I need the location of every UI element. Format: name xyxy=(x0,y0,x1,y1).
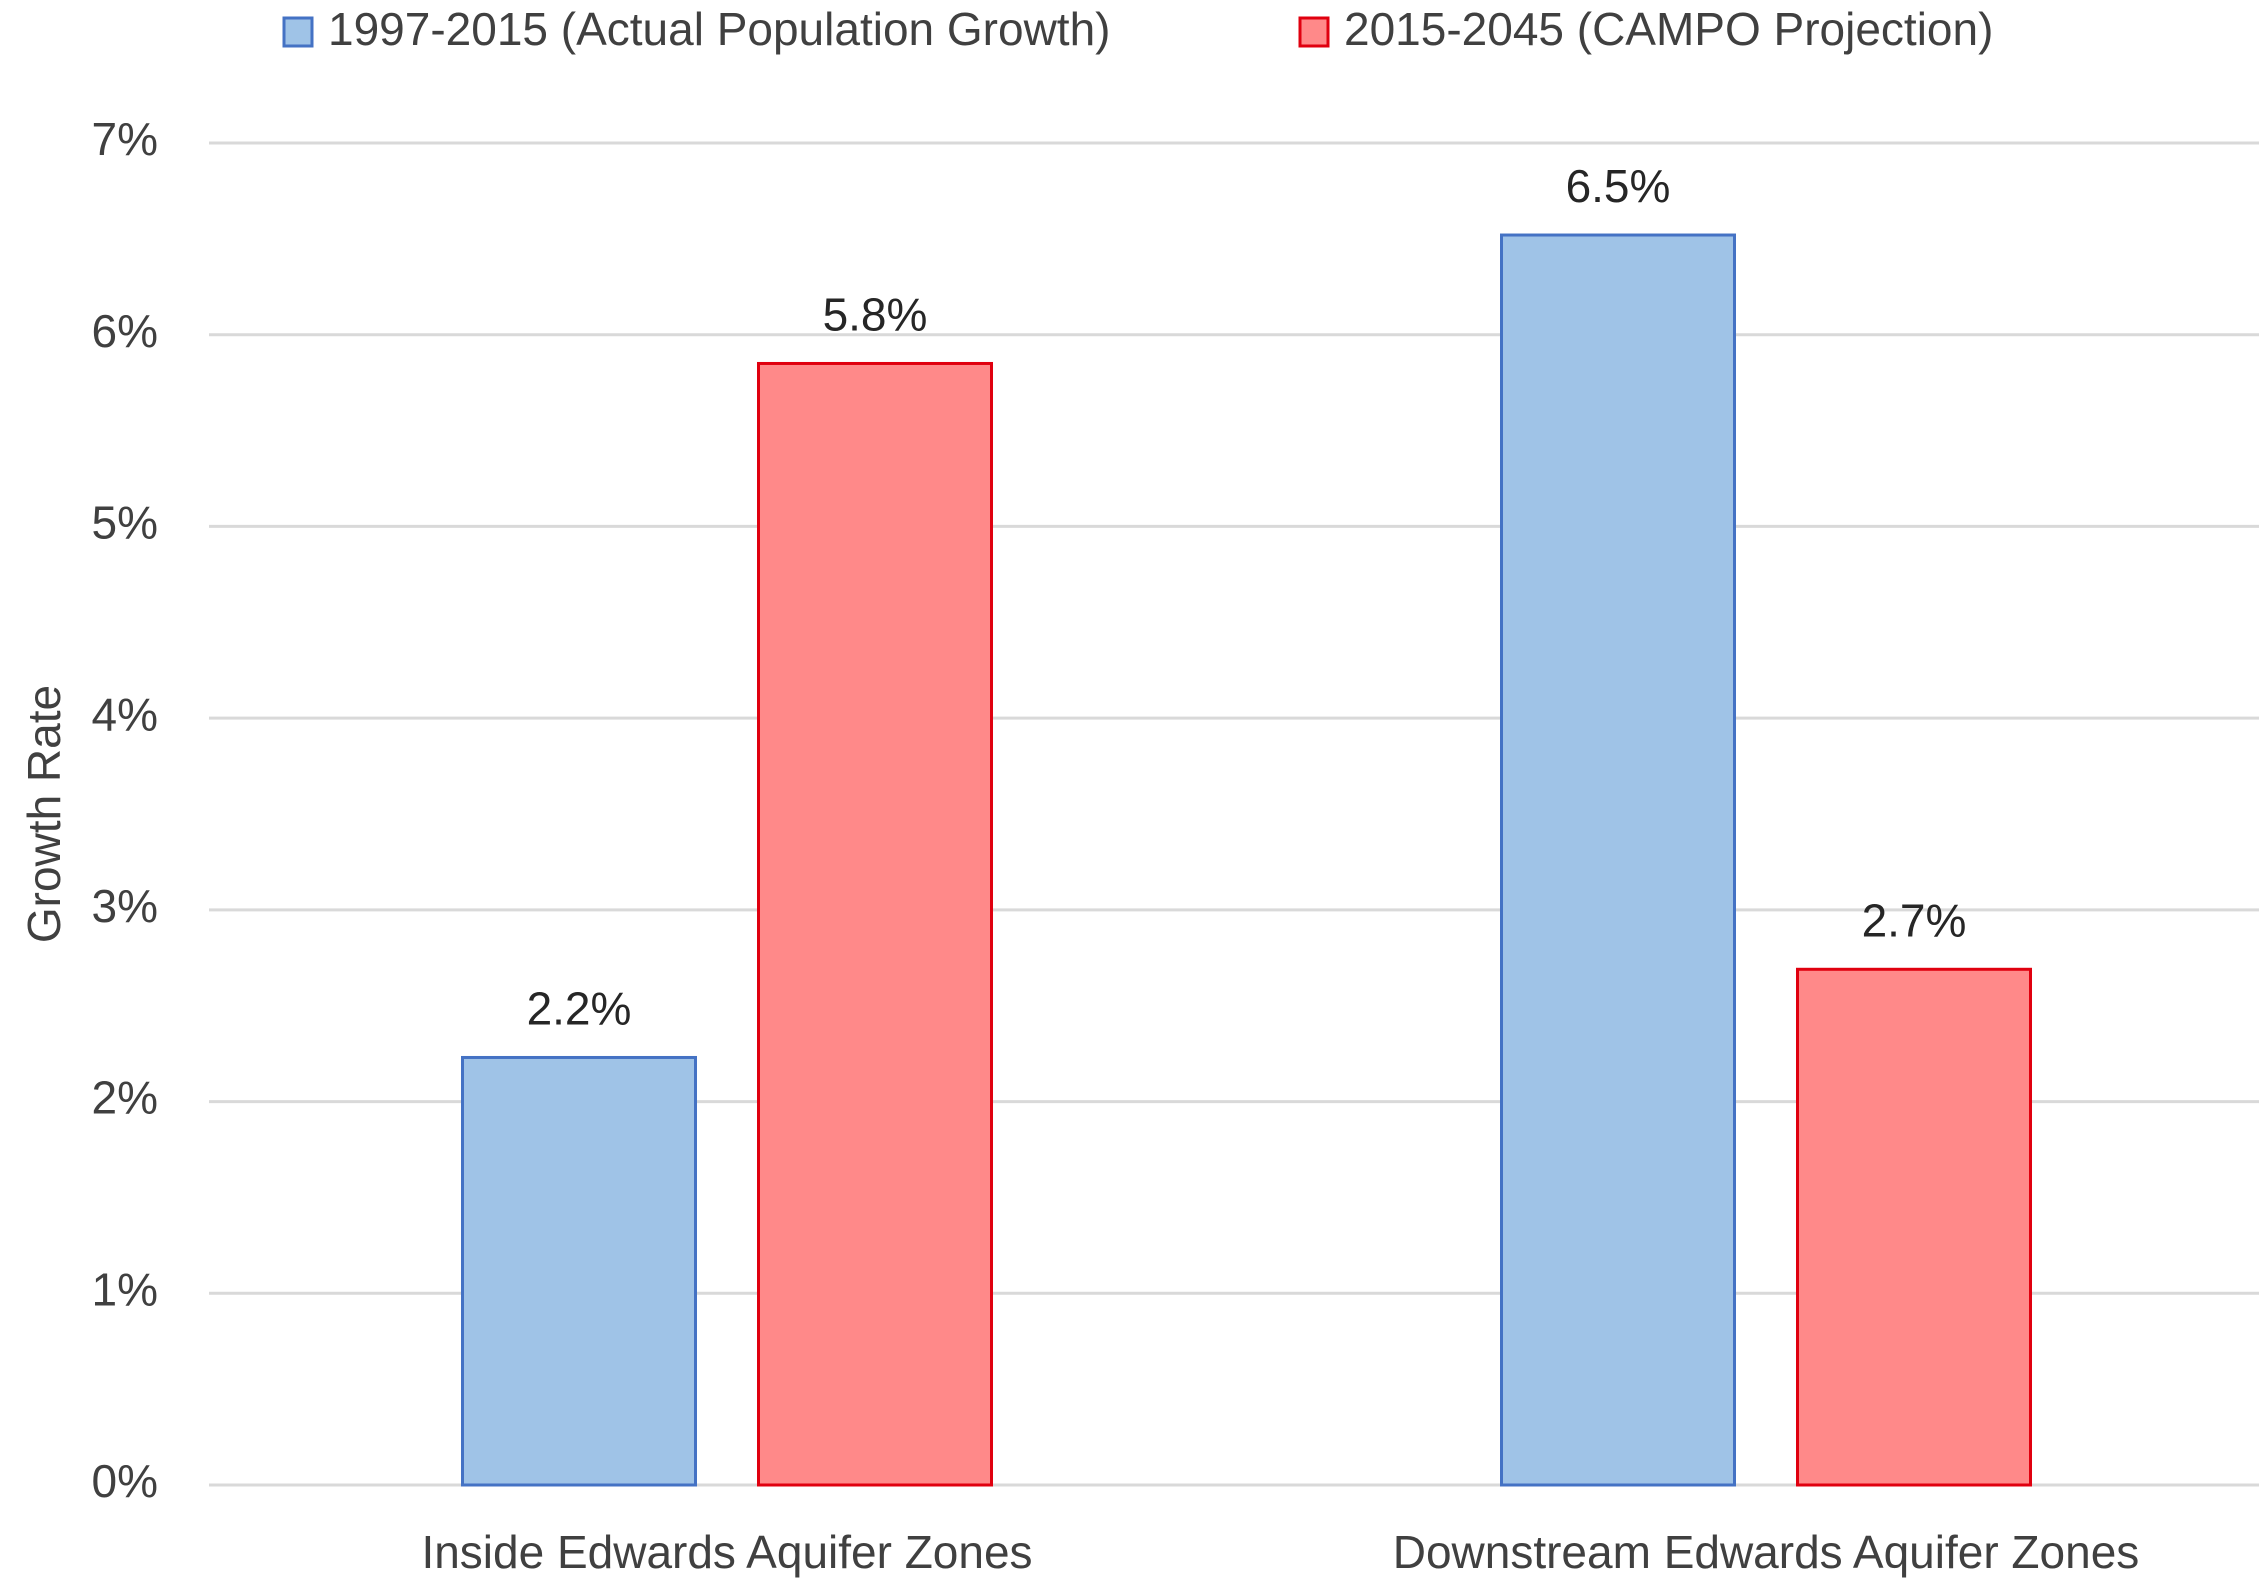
y-axis-label: Growth Rate xyxy=(18,685,70,943)
x-tick-label: Downstream Edwards Aquifer Zones xyxy=(1393,1526,2140,1578)
y-tick-label: 7% xyxy=(92,113,158,165)
bar xyxy=(1796,967,2032,1487)
value-label: 5.8% xyxy=(823,289,928,341)
legend-label: 2015-2045 (CAMPO Projection) xyxy=(1344,3,1993,55)
bar xyxy=(461,1055,697,1487)
y-tick-label: 1% xyxy=(92,1263,158,1315)
legend-swatch xyxy=(282,16,314,48)
y-tick-label: 3% xyxy=(92,880,158,932)
y-tick-label: 5% xyxy=(92,497,158,549)
value-label: 6.5% xyxy=(1566,160,1671,212)
y-tick-label: 0% xyxy=(92,1455,158,1507)
y-tick-label: 4% xyxy=(92,688,158,740)
legend-swatch xyxy=(1298,16,1330,48)
bar xyxy=(757,361,993,1487)
legend-label: 1997-2015 (Actual Population Growth) xyxy=(328,3,1110,55)
y-tick-label: 6% xyxy=(92,305,158,357)
bar xyxy=(1500,233,1736,1487)
value-label: 2.7% xyxy=(1862,894,1967,946)
value-label: 2.2% xyxy=(527,983,632,1035)
x-tick-label: Inside Edwards Aquifer Zones xyxy=(421,1526,1032,1578)
y-tick-label: 2% xyxy=(92,1072,158,1124)
